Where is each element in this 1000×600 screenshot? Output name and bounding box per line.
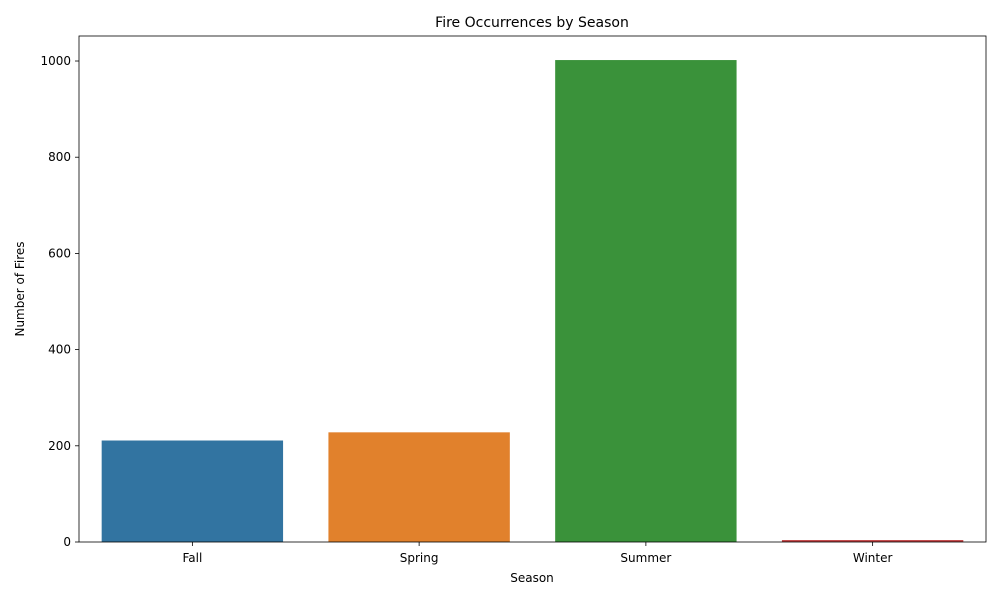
- x-axis-ticks: Fall Spring Summer Winter: [182, 542, 892, 565]
- y-tick-label: 800: [48, 150, 71, 164]
- bar-fall: [101, 440, 284, 542]
- bar-spring: [328, 432, 510, 542]
- bars-group: [101, 60, 964, 543]
- y-tick-label: 1000: [40, 54, 71, 68]
- x-axis-label: Season: [510, 571, 554, 585]
- x-tick-label: Winter: [853, 551, 893, 565]
- chart-title: Fire Occurrences by Season: [435, 15, 629, 31]
- y-axis-ticks: 0 200 400 600 800 1000: [40, 54, 79, 549]
- x-tick-label: Fall: [182, 551, 202, 565]
- y-axis-label: Number of Fires: [13, 241, 27, 336]
- x-tick-label: Spring: [400, 551, 439, 565]
- y-tick-label: 600: [48, 246, 71, 260]
- x-tick-label: Summer: [620, 551, 671, 565]
- plot-frame: [78, 35, 987, 543]
- y-tick-label: 400: [48, 343, 71, 357]
- bar-summer: [555, 60, 737, 543]
- y-tick-label: 200: [48, 439, 71, 453]
- y-tick-label: 0: [63, 535, 71, 549]
- bar-winter: [781, 540, 964, 542]
